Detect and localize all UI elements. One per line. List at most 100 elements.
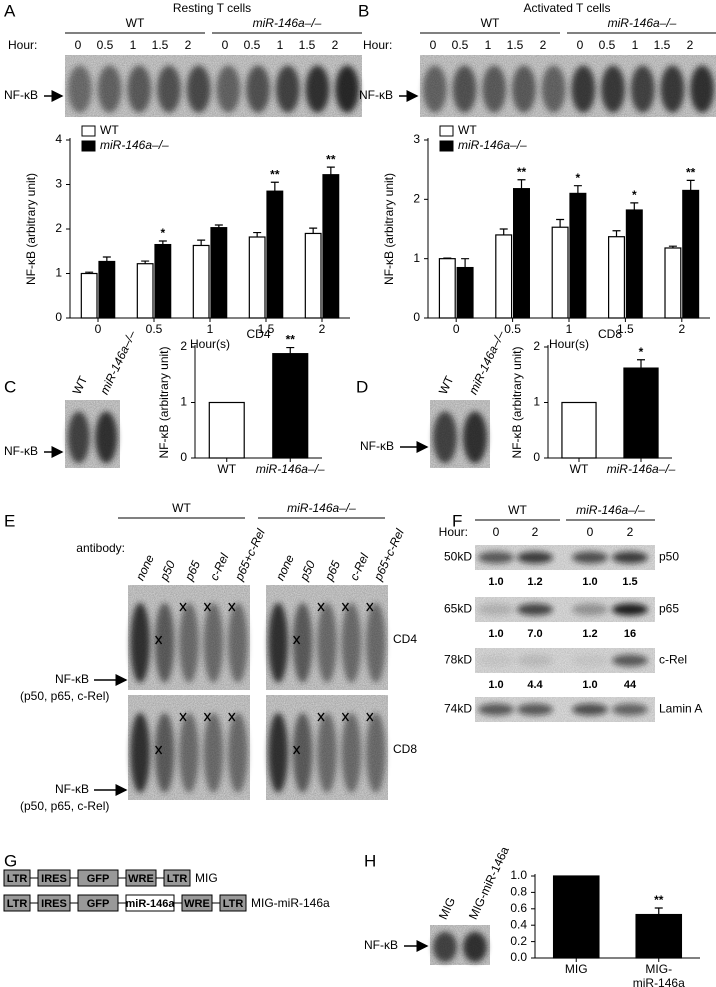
error-bar xyxy=(286,346,295,354)
hour: 1 xyxy=(130,38,137,52)
antibody-label: antibody: xyxy=(76,541,125,555)
construct-name: MIG xyxy=(195,871,218,885)
x-tick-label: miR-146a–/– xyxy=(607,462,676,476)
group-label: WT xyxy=(172,501,191,515)
bar xyxy=(136,263,154,319)
error-bar xyxy=(326,166,335,175)
hour: 0 xyxy=(493,525,500,539)
x-tick-label: 0 xyxy=(95,322,102,336)
y-axis-label: NF-κB (arbitrary unit) xyxy=(382,173,396,285)
size-label: 78kD xyxy=(444,653,472,667)
lane-label: p65+c-Rel xyxy=(370,527,407,584)
significance: ** xyxy=(517,165,527,179)
hour: 2 xyxy=(332,38,339,52)
group-label: WT xyxy=(481,16,500,30)
quant: 1.0 xyxy=(582,576,597,588)
bar xyxy=(266,190,284,319)
protein-label: p65 xyxy=(659,602,679,616)
construct-part-label: IRES xyxy=(41,898,67,910)
blot-grain xyxy=(420,55,716,117)
supershift-mark xyxy=(155,635,163,645)
significance: * xyxy=(161,226,166,240)
hour: 1 xyxy=(632,38,639,52)
error-bar xyxy=(630,202,639,211)
legend-swatch xyxy=(81,140,96,152)
bar xyxy=(192,244,210,319)
y-tick-label: 1 xyxy=(413,251,420,265)
y-tick-label: 0.8 xyxy=(510,885,527,899)
group-label: WT xyxy=(126,16,145,30)
hour: 1 xyxy=(277,38,284,52)
supershift-mark xyxy=(341,712,349,722)
construct-part-label: IRES xyxy=(41,873,67,885)
protein-label: Lamin A xyxy=(659,702,702,716)
x-tick-label: 1.5 xyxy=(258,322,275,336)
band-label: NF-κB xyxy=(4,88,38,102)
error-bar xyxy=(141,260,150,264)
construct-part-label: LTR xyxy=(7,898,28,910)
construct-part xyxy=(219,894,247,912)
bar xyxy=(569,192,587,319)
bar xyxy=(80,272,98,319)
error-bar xyxy=(309,227,318,234)
y-tick-label: 2 xyxy=(533,339,540,353)
quant: 1.0 xyxy=(488,576,503,588)
construct-part-label: LTR xyxy=(167,873,188,885)
y-tick-label: 0 xyxy=(55,310,62,324)
y-axis-label: NF-κB (arbitrary unit) xyxy=(510,346,524,458)
hour: 1.5 xyxy=(152,38,169,52)
error-bar xyxy=(443,257,452,259)
construct-part xyxy=(163,869,191,887)
band-label: NF-κB xyxy=(4,444,38,458)
supershift-mark xyxy=(203,712,211,722)
lane-label: MIG xyxy=(436,895,458,921)
significance: * xyxy=(632,188,637,202)
lane-label: p50 xyxy=(296,558,318,583)
x-tick-label: WT xyxy=(217,462,236,476)
band-detail: (p50, p65, c-Rel) xyxy=(20,689,109,703)
hour: 0 xyxy=(75,38,82,52)
x-tick-label: MIG-miR-146a xyxy=(633,962,685,987)
bar xyxy=(322,174,340,319)
panel-label: E xyxy=(4,511,15,530)
supershift-mark xyxy=(341,602,349,612)
lane-label: MIG-miR-146a xyxy=(466,844,512,922)
supershift-mark xyxy=(155,745,163,755)
quant: 1.0 xyxy=(488,628,503,640)
supershift-mark xyxy=(293,635,301,645)
group-label: miR-146a–/– xyxy=(608,16,677,30)
bar xyxy=(248,236,266,319)
quant: 1.5 xyxy=(622,576,637,588)
group-label: WT xyxy=(508,503,527,517)
construct-name: MIG-miR-146a xyxy=(251,896,330,910)
hour: 1.5 xyxy=(299,38,316,52)
blot-title: Activated T cells xyxy=(524,1,611,15)
legend-swatch xyxy=(81,125,96,137)
lane-label: p65 xyxy=(181,558,203,583)
y-tick-label: 0.6 xyxy=(510,901,527,915)
construct-part-label: GFP xyxy=(87,873,110,885)
y-tick-label: 1 xyxy=(55,266,62,280)
panel-label: A xyxy=(4,1,16,20)
bar xyxy=(664,247,682,319)
y-tick-label: 2 xyxy=(413,192,420,206)
panel-label: D xyxy=(356,377,368,396)
bar xyxy=(512,188,530,319)
blot-grain xyxy=(128,585,250,690)
size-label: 50kD xyxy=(444,550,472,564)
blot-grain xyxy=(266,695,388,800)
band-detail: (p50, p65, c-Rel) xyxy=(20,799,109,813)
x-axis-label: Hour(s) xyxy=(190,337,230,351)
error-bar xyxy=(197,239,206,246)
legend-label: WT xyxy=(100,123,119,137)
bar xyxy=(98,260,116,319)
hour: 1.5 xyxy=(507,38,524,52)
panel-label: F xyxy=(452,511,462,530)
band-label: NF-κB xyxy=(55,672,89,686)
blot-grain xyxy=(266,585,388,690)
error-bar xyxy=(461,258,470,268)
x-tick-label: 0.5 xyxy=(146,322,163,336)
blot-grain xyxy=(65,400,120,468)
bar xyxy=(552,875,600,959)
band-label: NF-κB xyxy=(55,782,89,796)
